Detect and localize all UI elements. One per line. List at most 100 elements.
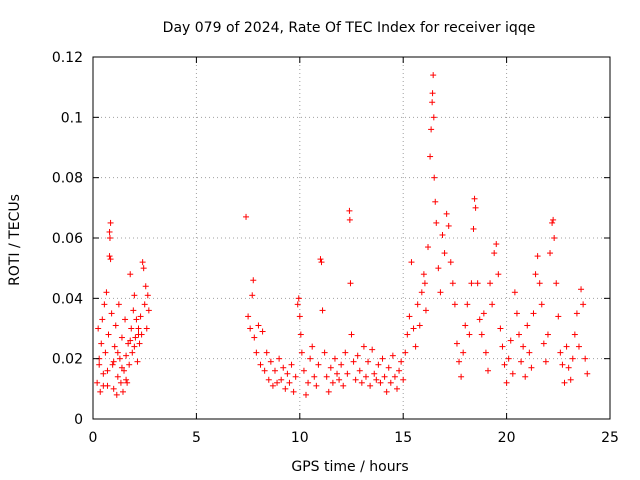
data-point bbox=[140, 265, 147, 272]
data-point bbox=[135, 325, 142, 332]
data-point bbox=[356, 367, 363, 374]
data-point bbox=[303, 391, 310, 398]
data-point bbox=[311, 373, 318, 380]
data-point bbox=[317, 256, 324, 263]
data-point bbox=[126, 361, 133, 368]
data-point bbox=[292, 373, 299, 380]
data-point bbox=[402, 349, 409, 356]
data-point bbox=[400, 376, 407, 383]
data-point bbox=[340, 382, 347, 389]
data-point bbox=[115, 301, 122, 308]
y-tick-label: 0.12 bbox=[52, 50, 83, 66]
data-point bbox=[511, 289, 518, 296]
y-tick-label: 0.02 bbox=[52, 352, 83, 368]
data-point bbox=[471, 195, 478, 202]
data-point bbox=[408, 259, 415, 266]
data-point bbox=[489, 301, 496, 308]
data-point bbox=[137, 313, 144, 320]
y-tick-label: 0.04 bbox=[52, 291, 83, 307]
x-tick-label: 15 bbox=[394, 430, 412, 446]
data-point bbox=[379, 355, 386, 362]
data-point bbox=[429, 90, 436, 97]
data-point bbox=[530, 310, 537, 317]
data-point bbox=[447, 259, 454, 266]
data-point bbox=[472, 204, 479, 211]
data-point bbox=[99, 316, 106, 323]
data-point bbox=[116, 355, 123, 362]
data-point bbox=[462, 322, 469, 329]
data-point bbox=[144, 292, 151, 299]
data-point bbox=[284, 370, 291, 377]
data-point bbox=[458, 373, 465, 380]
data-point bbox=[243, 213, 250, 220]
data-point bbox=[569, 355, 576, 362]
data-point bbox=[391, 373, 398, 380]
data-point bbox=[321, 349, 328, 356]
data-point bbox=[346, 216, 353, 223]
data-point bbox=[505, 355, 512, 362]
data-point bbox=[431, 174, 438, 181]
data-point bbox=[267, 358, 274, 365]
data-point bbox=[327, 364, 334, 371]
data-point bbox=[135, 331, 142, 338]
data-point bbox=[451, 301, 458, 308]
data-point bbox=[393, 385, 400, 392]
data-point bbox=[367, 382, 374, 389]
data-point bbox=[478, 331, 485, 338]
data-point bbox=[557, 349, 564, 356]
data-point bbox=[427, 153, 434, 160]
data-point bbox=[245, 313, 252, 320]
data-point bbox=[493, 241, 500, 248]
data-point bbox=[526, 349, 533, 356]
data-point bbox=[385, 364, 392, 371]
data-point bbox=[110, 385, 117, 392]
data-point bbox=[575, 343, 582, 350]
data-point bbox=[247, 325, 254, 332]
data-point bbox=[134, 358, 141, 365]
data-point bbox=[404, 331, 411, 338]
data-point bbox=[466, 331, 473, 338]
data-point bbox=[432, 198, 439, 205]
data-point bbox=[425, 244, 432, 251]
data-point bbox=[286, 379, 293, 386]
data-point bbox=[497, 325, 504, 332]
data-point bbox=[580, 301, 587, 308]
data-point bbox=[121, 367, 128, 374]
data-point bbox=[362, 373, 369, 380]
data-point bbox=[547, 250, 554, 257]
data-point bbox=[336, 376, 343, 383]
data-point bbox=[573, 310, 580, 317]
data-point bbox=[318, 259, 325, 266]
x-tick-label: 25 bbox=[601, 430, 619, 446]
y-tick-label: 0 bbox=[74, 412, 83, 428]
data-point bbox=[553, 280, 560, 287]
data-point bbox=[544, 331, 551, 338]
data-point bbox=[528, 364, 535, 371]
data-point bbox=[464, 301, 471, 308]
y-tick-label: 0.08 bbox=[52, 171, 83, 187]
data-point bbox=[421, 280, 428, 287]
data-point bbox=[468, 280, 475, 287]
data-point bbox=[269, 382, 276, 389]
data-point bbox=[350, 358, 357, 365]
data-point bbox=[430, 114, 437, 121]
data-point bbox=[406, 313, 413, 320]
chart-title: Day 079 of 2024, Rate Of TEC Index for r… bbox=[163, 20, 536, 36]
data-point bbox=[111, 343, 118, 350]
data-point bbox=[319, 307, 326, 314]
data-point bbox=[437, 289, 444, 296]
axis-ticks bbox=[92, 56, 611, 420]
data-point bbox=[290, 388, 297, 395]
data-point bbox=[487, 280, 494, 287]
data-point bbox=[127, 271, 134, 278]
data-points bbox=[94, 72, 591, 398]
data-point bbox=[104, 367, 111, 374]
data-point bbox=[280, 364, 287, 371]
data-point bbox=[346, 207, 353, 214]
data-point bbox=[98, 340, 105, 347]
data-point bbox=[540, 340, 547, 347]
data-point bbox=[94, 379, 101, 386]
data-point bbox=[503, 379, 510, 386]
data-point bbox=[383, 388, 390, 395]
